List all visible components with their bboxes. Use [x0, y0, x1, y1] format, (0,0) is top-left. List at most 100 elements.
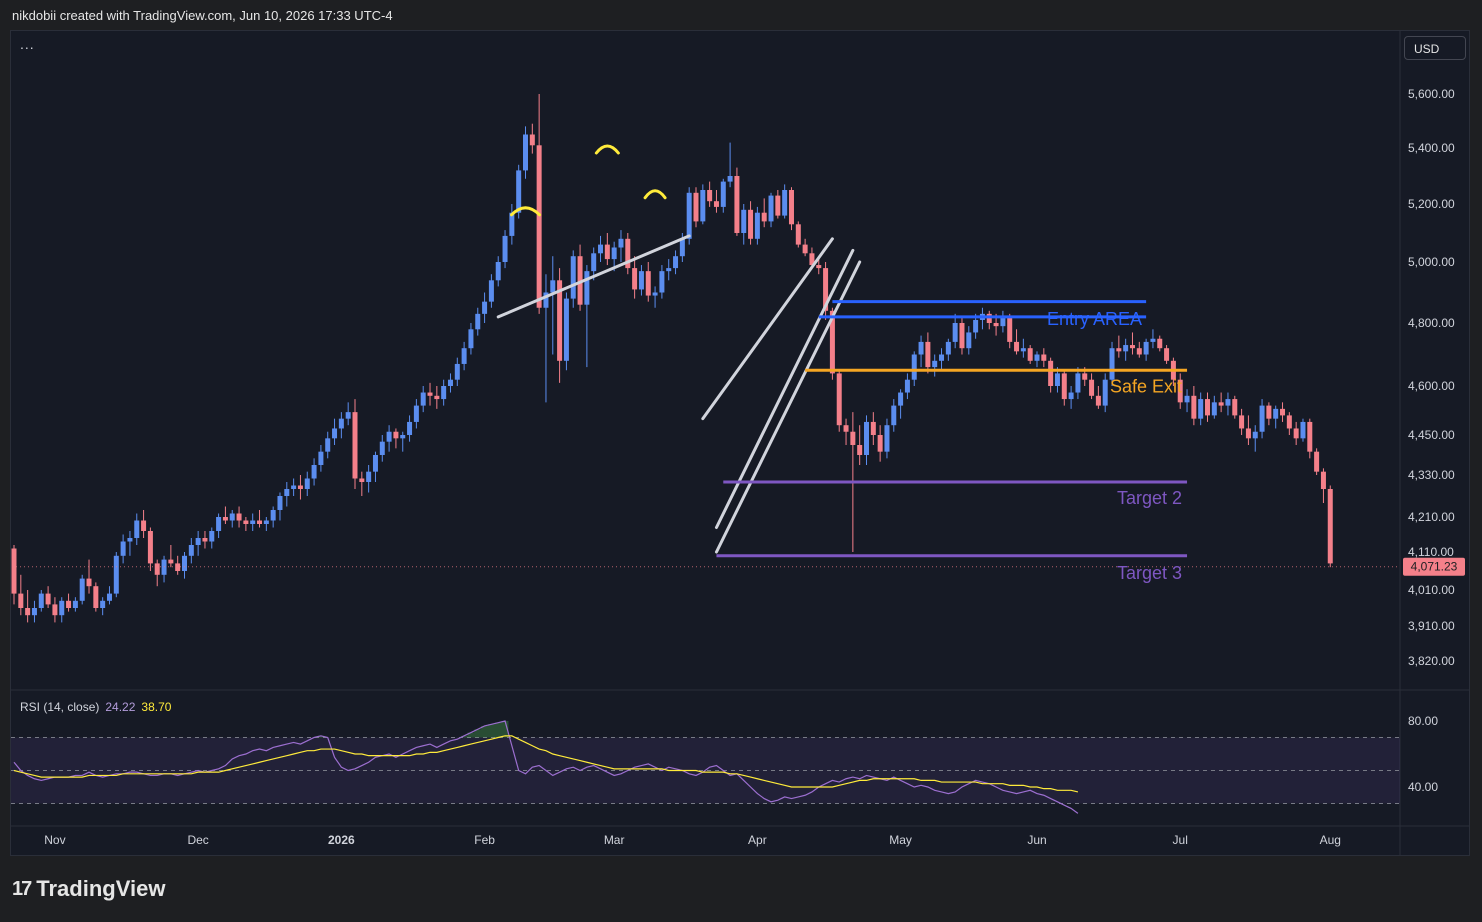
candle-down	[1177, 379, 1183, 403]
candle-up	[441, 386, 447, 400]
candle-down	[1205, 399, 1210, 416]
candle-up	[911, 354, 917, 380]
entry-area-label: Entry AREA	[1047, 309, 1142, 329]
channel-upper-line[interactable]	[701, 237, 834, 421]
left-shoulder-arc[interactable]	[510, 206, 541, 217]
candle-up	[488, 280, 494, 302]
last-price-value: 4,071.23	[1411, 560, 1458, 574]
candle-down	[748, 209, 754, 239]
tradingview-logo[interactable]: 17 TradingView	[12, 876, 165, 902]
candle-down	[775, 195, 781, 216]
price-tick-label: 3,910.00	[1408, 619, 1455, 633]
price-tick-label: 4,210.00	[1408, 510, 1455, 524]
candle-down	[843, 425, 849, 432]
candle-down	[427, 392, 433, 396]
price-tick-label: 4,450.00	[1408, 428, 1455, 442]
candle-up	[263, 520, 269, 524]
neckline[interactable]	[496, 234, 691, 319]
candle-down	[25, 608, 31, 616]
candle-down	[529, 134, 535, 146]
candle-up	[338, 418, 344, 429]
candle-up	[79, 578, 85, 601]
candle-up	[898, 392, 904, 406]
candle-down	[959, 323, 965, 349]
price-tick-label: 5,000.00	[1408, 255, 1455, 269]
rsi-tick-label: 80.00	[1408, 714, 1438, 728]
tradingview-wordmark: TradingView	[36, 876, 166, 901]
candle-down	[11, 548, 17, 594]
candle-up	[1143, 341, 1149, 355]
price-tick-label: 3,820.00	[1408, 654, 1455, 668]
rsi-ma-line[interactable]	[13, 735, 1079, 793]
chart-menu-button[interactable]: ...	[20, 36, 35, 52]
candle-down	[823, 268, 829, 311]
candle-up	[284, 489, 290, 496]
candle-down	[1095, 395, 1101, 406]
candle-up	[332, 428, 338, 439]
candle-down	[857, 445, 863, 455]
candle-up	[195, 538, 201, 545]
candle-up	[720, 181, 726, 207]
candle-up	[618, 238, 624, 248]
candle-down	[52, 604, 58, 616]
candle-down	[993, 323, 999, 327]
candle-down	[625, 238, 631, 269]
candle-down	[829, 310, 835, 374]
candle-down	[645, 271, 651, 296]
candle-up	[918, 341, 924, 355]
candle-up	[216, 517, 222, 531]
price-tick-label: 4,010.00	[1408, 583, 1455, 597]
candle-up	[1150, 338, 1156, 342]
candle-down	[45, 593, 51, 605]
candle-up	[1211, 402, 1217, 416]
candle-up	[31, 608, 37, 616]
candle-up	[1123, 345, 1129, 352]
rsi-line[interactable]	[13, 720, 1079, 814]
candle-up	[482, 301, 488, 314]
last-price-tag	[1403, 557, 1465, 576]
candle-down	[1320, 471, 1326, 489]
candle-up	[1054, 373, 1060, 386]
candle-up	[1225, 399, 1231, 406]
head-arc[interactable]	[594, 144, 620, 155]
candle-down	[236, 513, 242, 521]
candle-down	[802, 244, 808, 254]
channel-lower-line[interactable]	[714, 260, 862, 554]
candle-up	[502, 235, 508, 262]
tradingview-logo-icon: 17	[12, 877, 32, 900]
channel-middle-line[interactable]	[714, 248, 855, 529]
price-tick-label: 4,800.00	[1408, 316, 1455, 330]
candle-up	[1020, 348, 1026, 352]
candle-down	[297, 485, 303, 489]
target-2-label: Target 2	[1117, 488, 1182, 508]
candle-down	[795, 224, 801, 245]
candle-up	[1075, 373, 1081, 393]
safe-exit-label: Safe Exit	[1110, 376, 1182, 396]
rsi-value: 24.22	[105, 700, 136, 714]
candle-up	[127, 538, 133, 542]
candle-up	[598, 244, 604, 254]
candle-up	[468, 329, 474, 349]
rsi-legend[interactable]: RSI (14, close) 24.22 38.70	[20, 700, 171, 714]
candle-down	[1041, 354, 1047, 361]
candle-up	[461, 348, 467, 364]
candle-up	[584, 271, 590, 305]
candle-down	[154, 563, 160, 575]
candle-up	[945, 341, 951, 355]
candle-up	[973, 319, 979, 333]
candle-up	[666, 268, 672, 272]
candle-down	[1007, 316, 1013, 342]
candle-down	[1157, 338, 1163, 349]
candle-down	[1327, 489, 1333, 564]
currency-selector[interactable]: USD	[1404, 36, 1466, 60]
candle-down	[257, 520, 263, 524]
chart-frame[interactable]	[10, 30, 1470, 856]
candle-up	[372, 455, 378, 472]
right-shoulder-arc[interactable]	[643, 189, 667, 200]
candle-down	[1239, 415, 1245, 429]
candle-down	[734, 176, 740, 233]
candle-down	[393, 431, 399, 439]
candle-down	[243, 520, 249, 524]
candle-up	[563, 298, 569, 361]
